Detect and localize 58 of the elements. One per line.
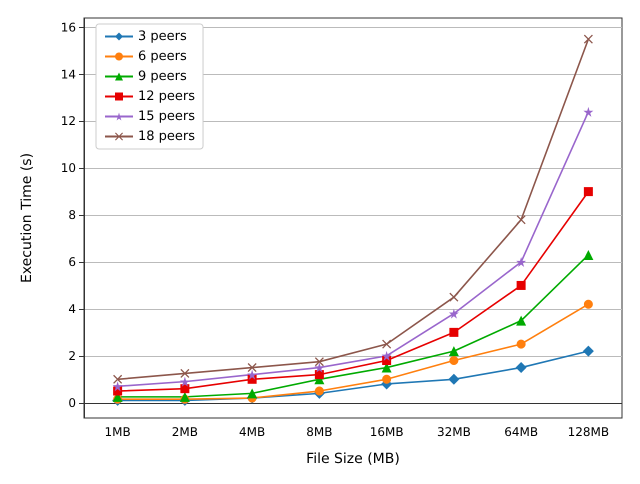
point xyxy=(583,106,594,117)
point xyxy=(582,346,594,357)
x-tick-label: 2MB xyxy=(172,425,198,439)
y-tick-label: 2 xyxy=(68,348,76,363)
point xyxy=(180,392,190,402)
x-tick-label: 8MB xyxy=(306,425,332,439)
x-tick-label: 128MB xyxy=(568,425,610,439)
legend-label: 15 peers xyxy=(138,109,196,124)
point xyxy=(516,280,526,290)
point xyxy=(112,381,123,392)
point xyxy=(583,250,594,260)
x-tick-label: 64MB xyxy=(504,425,538,439)
point xyxy=(516,362,527,374)
point xyxy=(584,300,593,309)
legend-label: 6 peers xyxy=(138,49,187,64)
point xyxy=(180,384,190,394)
point xyxy=(180,368,190,378)
point xyxy=(449,328,458,337)
x-tick-label: 1MB xyxy=(104,425,131,439)
y-tick-label: 10 xyxy=(60,161,76,176)
point xyxy=(448,346,459,356)
point xyxy=(448,374,460,385)
point xyxy=(516,340,526,349)
point xyxy=(247,388,258,398)
y-tick-label: 6 xyxy=(68,254,76,269)
point xyxy=(382,374,392,384)
x-tick-label: 32MB xyxy=(436,425,471,439)
point xyxy=(584,34,593,44)
legend-label: 18 peers xyxy=(138,129,196,144)
point xyxy=(314,370,324,380)
point xyxy=(449,292,458,302)
point xyxy=(247,370,258,380)
point xyxy=(516,316,526,326)
y-tick-label: 16 xyxy=(60,20,76,34)
point xyxy=(584,187,593,196)
point xyxy=(516,256,526,267)
point xyxy=(113,374,122,384)
y-tick-label: 4 xyxy=(68,302,76,316)
point xyxy=(314,357,324,366)
point xyxy=(516,215,526,224)
y-axis-title: Execution Time (s) xyxy=(19,152,35,284)
x-axis-title: File Size (MB) xyxy=(306,451,400,467)
legend-label: 9 peers xyxy=(138,69,187,84)
y-tick-label: 12 xyxy=(60,114,76,128)
point xyxy=(314,362,324,373)
point xyxy=(448,308,459,319)
point xyxy=(382,340,392,349)
x-tick-label: 4MB xyxy=(239,425,266,439)
legend-label: 3 peers xyxy=(138,29,187,44)
point xyxy=(248,363,257,372)
point xyxy=(314,386,324,396)
y-tick-label: 14 xyxy=(60,67,76,82)
y-tick-label: 0 xyxy=(68,396,76,410)
x-tick-label: 16MB xyxy=(370,425,404,439)
y-tick-label: 8 xyxy=(68,208,76,222)
point xyxy=(382,350,392,361)
point xyxy=(449,356,458,366)
legend-label: 12 peers xyxy=(138,89,196,104)
